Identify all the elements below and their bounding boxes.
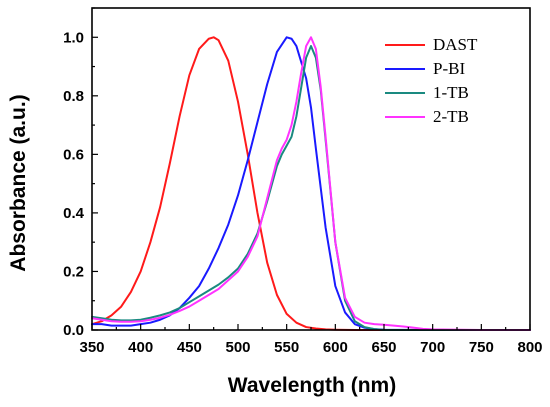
x-axis-title: Wavelength (nm) [228,374,396,397]
x-tick-label: 450 [177,339,202,356]
x-tick-label: 800 [517,339,542,356]
y-tick-label: 0.4 [63,205,85,222]
x-tick-label: 600 [323,339,348,356]
series-line-1-tb [91,45,531,331]
x-tick-label: 500 [225,339,250,356]
series-line-dast [91,36,531,331]
axes-layer: 350 400 450 500 550 600 650 700 750 800 0.0 0.2 0.4 0… [63,7,543,356]
legend: DAST P-BI 1-TB 2-TB [385,35,478,126]
series-layer [91,36,531,331]
y-tick-label: 0.8 [63,88,84,105]
x-tick-label: 350 [79,339,104,356]
y-tick-label: 1.0 [63,29,84,46]
x-tick-label: 750 [469,339,494,356]
x-tick-label: 550 [274,339,299,356]
plot-frame [91,7,531,331]
y-tick-label: 0.0 [63,322,84,339]
legend-label-dast: DAST [433,35,478,54]
y-tick-label: 0.6 [63,146,84,163]
series-line-p-bi [91,36,531,331]
legend-label-1-tb: 1-TB [433,83,469,102]
legend-label-p-bi: P-BI [433,59,465,78]
x-tick-label: 700 [420,339,445,356]
series-line-2-tb [91,36,531,331]
x-tick-label: 400 [128,339,153,356]
y-axis-title: Absorbance (a.u.) [7,94,30,271]
legend-label-2-tb: 2-TB [433,107,469,126]
y-tick-label: 0.2 [63,263,84,280]
x-tick-label: 650 [371,339,396,356]
